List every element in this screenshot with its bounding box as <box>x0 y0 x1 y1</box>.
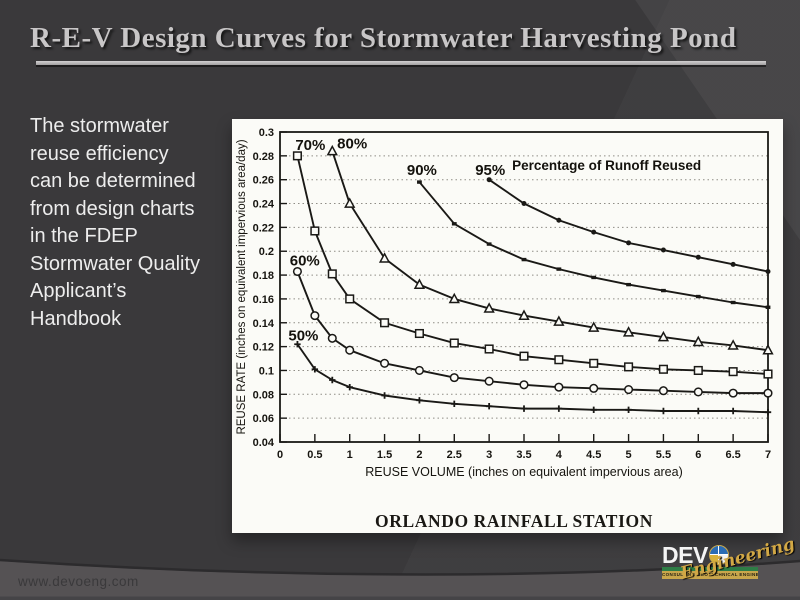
svg-text:Percentage of Runoff Reused: Percentage of Runoff Reused <box>512 158 701 173</box>
logo-wordmark-row: DEV <box>662 543 782 566</box>
body-text: The stormwater reuse efficiency can be d… <box>30 115 201 330</box>
svg-text:50%: 50% <box>288 328 318 345</box>
logo-wordmark: DEV <box>662 541 708 568</box>
svg-text:REUSE RATE (inches on equivale: REUSE RATE (inches on equivalent impervi… <box>236 139 248 434</box>
svg-text:1: 1 <box>347 449 353 461</box>
svg-text:1.5: 1.5 <box>377 449 392 461</box>
svg-text:3: 3 <box>486 449 492 461</box>
svg-text:3.5: 3.5 <box>516 449 531 461</box>
svg-text:5.5: 5.5 <box>656 449 671 461</box>
svg-text:0.12: 0.12 <box>253 342 274 354</box>
svg-text:95%: 95% <box>475 162 505 179</box>
svg-text:0.1: 0.1 <box>259 365 274 377</box>
chart-panel: 0.04 0.06 0.08 0.1 0.12 0.14 0.16 0.18 0.2 0.22 0.… <box>232 119 783 533</box>
svg-text:0.5: 0.5 <box>307 449 322 461</box>
svg-text:0.14: 0.14 <box>253 318 275 330</box>
svg-text:0.26: 0.26 <box>253 175 274 187</box>
svg-text:5: 5 <box>626 449 632 461</box>
svg-text:80%: 80% <box>337 136 367 153</box>
svg-text:90%: 90% <box>407 162 437 179</box>
svg-text:0.04: 0.04 <box>253 437 275 449</box>
svg-text:70%: 70% <box>295 137 325 154</box>
svg-text:0.28: 0.28 <box>253 151 274 163</box>
svg-text:ORLANDO RAINFALL STATION: ORLANDO RAINFALL STATION <box>375 511 653 531</box>
svg-text:2: 2 <box>416 449 422 461</box>
svg-text:0: 0 <box>277 449 283 461</box>
svg-text:6.5: 6.5 <box>725 449 740 461</box>
logo-green-bar <box>662 567 758 571</box>
devo-logo: DEV CONSULTING GEOTECHNICAL ENGINEERS En… <box>662 534 797 595</box>
svg-text:0.22: 0.22 <box>253 222 274 234</box>
svg-text:0.24: 0.24 <box>253 199 275 211</box>
logo-tagline: CONSULTING GEOTECHNICAL ENGINEERS <box>662 571 758 579</box>
svg-text:0.06: 0.06 <box>253 413 274 425</box>
title-divider <box>36 61 766 65</box>
svg-text:0.08: 0.08 <box>253 389 274 401</box>
svg-text:0.2: 0.2 <box>259 246 274 258</box>
svg-text:2.5: 2.5 <box>447 449 462 461</box>
slide-title: R-E-V Design Curves for Stormwater Harve… <box>30 22 737 54</box>
svg-text:4: 4 <box>556 449 563 461</box>
svg-text:0.18: 0.18 <box>253 270 274 282</box>
svg-text:4.5: 4.5 <box>586 449 601 461</box>
footer-url: www.devoeng.com <box>18 574 139 589</box>
svg-text:REUSE VOLUME (inches on equiva: REUSE VOLUME (inches on equivalent imper… <box>365 465 683 479</box>
svg-text:0.3: 0.3 <box>259 127 274 139</box>
svg-text:0.16: 0.16 <box>253 294 274 306</box>
svg-text:7: 7 <box>765 449 771 461</box>
svg-text:60%: 60% <box>290 253 320 270</box>
svg-text:6: 6 <box>695 449 701 461</box>
survey-target-icon <box>708 544 729 565</box>
rev-design-curves-chart: 0.04 0.06 0.08 0.1 0.12 0.14 0.16 0.18 0.2 0.22 0.… <box>236 127 774 531</box>
